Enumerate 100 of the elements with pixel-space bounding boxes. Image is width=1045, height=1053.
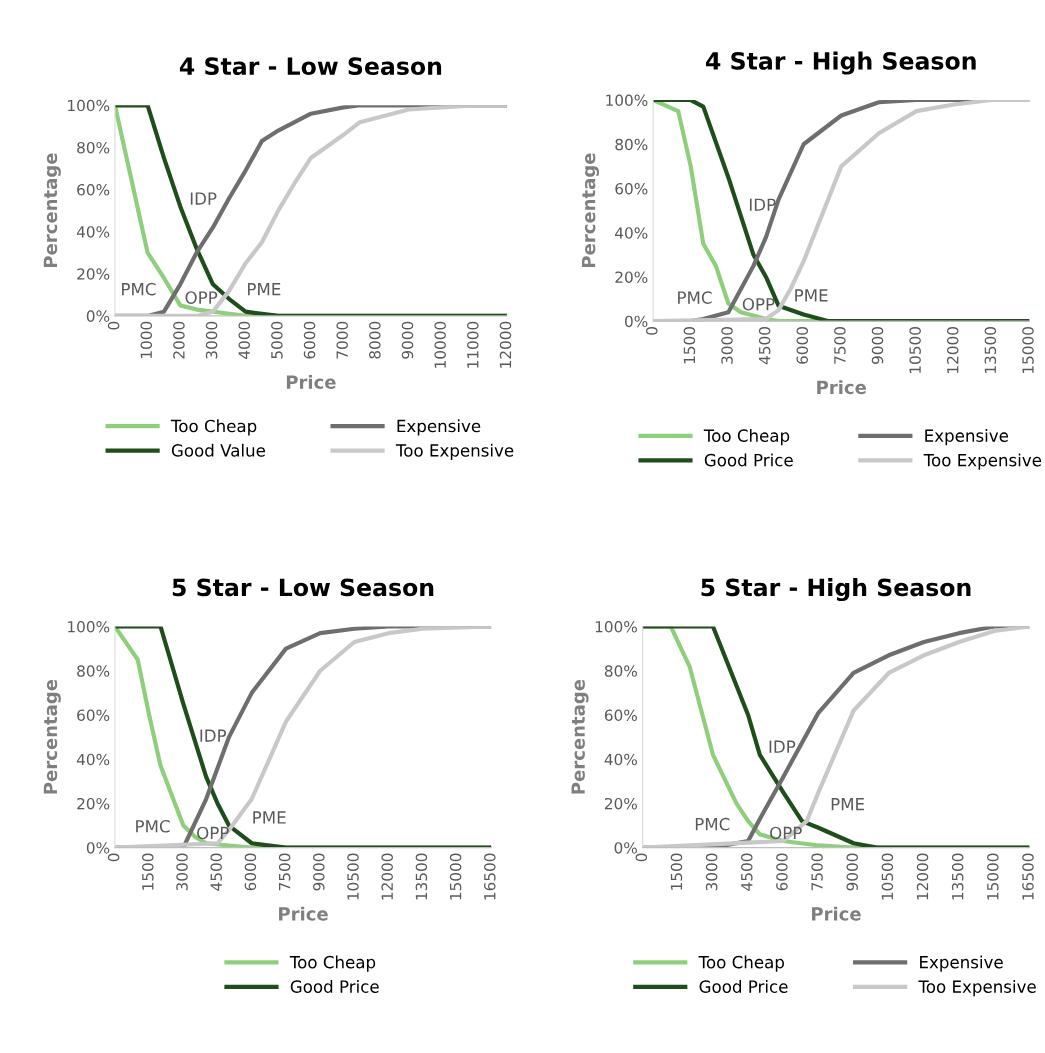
x-tick-label: 16500 xyxy=(484,853,496,900)
y-tick-label: 20% xyxy=(77,797,110,810)
x-tick-label: 6000 xyxy=(776,853,788,891)
x-tick-label: 7500 xyxy=(811,853,823,891)
x-tick-label: 16500 xyxy=(1022,853,1034,900)
y-tick-label: 60% xyxy=(615,182,648,195)
annotation: OPP xyxy=(742,297,775,311)
annotation: PMC xyxy=(678,291,712,304)
y-tick-label: 20% xyxy=(604,797,637,810)
y-axis-title: Percentage xyxy=(581,153,600,268)
annotation: OPP xyxy=(770,826,802,840)
y-axis-title: Percentage xyxy=(43,679,61,794)
x-tick-label: 13500 xyxy=(984,327,997,373)
y-tick-label: 100% xyxy=(68,621,110,633)
x-tick-label: 7500 xyxy=(834,327,846,364)
legend-label: Too Expensive xyxy=(923,453,1042,470)
x-tick-label: 6000 xyxy=(244,853,257,891)
annotation: PMC xyxy=(136,819,170,833)
chart-title: 4 Star - High Season xyxy=(706,51,976,75)
legend-label: Expensive xyxy=(920,955,1003,972)
y-axis-title: Percentage xyxy=(571,679,589,794)
x-tick-label: 9000 xyxy=(313,853,325,891)
y-tick-label: 40% xyxy=(76,753,110,766)
y-tick-label: 0% xyxy=(86,842,110,854)
legend-label: Too Cheap xyxy=(703,429,790,446)
x-tick-label: 13500 xyxy=(951,853,964,900)
x-axis-title: Price xyxy=(817,380,866,395)
annotation: PME xyxy=(253,811,286,824)
x-tick-label: 12000 xyxy=(381,853,393,900)
y-tick-label: 100% xyxy=(606,94,648,107)
annotation: PME xyxy=(831,798,865,811)
annotation: IDP xyxy=(190,192,217,205)
y-tick-label: 0% xyxy=(625,315,648,328)
y-tick-label: 40% xyxy=(76,226,110,238)
x-tick-label: 4500 xyxy=(210,853,222,891)
x-tick-label: 12000 xyxy=(499,321,512,368)
legend-label: Expensive xyxy=(925,429,1009,446)
y-axis-title: Percentage xyxy=(43,153,61,268)
x-tick-label: 7000 xyxy=(336,321,348,359)
x-tick-label: 6000 xyxy=(303,321,316,359)
annotation: PME xyxy=(248,283,281,296)
x-tick-label: 8000 xyxy=(369,321,381,359)
y-tick-label: 60% xyxy=(77,709,110,722)
legend-label: Too Cheap xyxy=(289,955,376,972)
legend-label: Good Value xyxy=(171,443,266,457)
legend-label: Expensive xyxy=(397,419,481,436)
chart-title: 5 Star - High Season xyxy=(701,578,971,602)
y-tick-label: 60% xyxy=(77,184,110,196)
x-axis-title: Price xyxy=(286,374,336,389)
y-tick-label: 80% xyxy=(615,138,648,151)
x-tick-label: 9000 xyxy=(871,327,884,364)
x-tick-label: 0 xyxy=(107,321,120,330)
x-tick-label: 10500 xyxy=(909,327,921,373)
x-tick-label: 2000 xyxy=(173,321,185,359)
annotation: IDP xyxy=(200,729,227,742)
y-tick-label: 40% xyxy=(604,753,637,766)
y-tick-label: 0% xyxy=(86,310,110,322)
y-tick-label: 100% xyxy=(68,99,110,112)
x-tick-label: 10500 xyxy=(347,853,359,900)
x-tick-label: 10500 xyxy=(881,853,894,900)
x-tick-label: 12000 xyxy=(946,327,959,373)
legend-label: Good Price xyxy=(704,453,793,467)
legend-label: Too Expensive xyxy=(395,443,514,460)
x-tick-label: 1000 xyxy=(140,321,153,358)
x-tick-label: 0 xyxy=(635,853,648,862)
annotation: PMC xyxy=(122,282,156,296)
x-tick-label: 6000 xyxy=(796,327,809,364)
y-tick-label: 80% xyxy=(77,665,110,677)
legend-label: Too Cheap xyxy=(698,955,784,972)
y-tick-label: 100% xyxy=(595,621,637,633)
legend-label: Too Cheap xyxy=(170,419,257,436)
y-tick-label: 80% xyxy=(77,141,110,154)
x-tick-label: 1500 xyxy=(670,853,683,890)
x-tick-label: 11000 xyxy=(467,321,479,368)
annotation: PMC xyxy=(695,817,730,831)
x-tick-label: 9000 xyxy=(401,321,414,359)
y-tick-label: 20% xyxy=(615,271,648,283)
y-tick-label: 80% xyxy=(604,665,637,677)
legend-label: Good Price xyxy=(699,980,788,993)
x-tick-label: 4500 xyxy=(758,327,771,365)
x-tick-label: 7500 xyxy=(278,853,291,891)
y-tick-label: 40% xyxy=(615,227,648,239)
x-tick-label: 3000 xyxy=(721,327,733,364)
x-tick-label: 15000 xyxy=(987,853,999,900)
legend-label: Good Price xyxy=(290,980,379,993)
chart-title: 5 Star - Low Season xyxy=(172,578,434,597)
x-tick-label: 9000 xyxy=(846,853,859,891)
annotation: IDP xyxy=(769,740,796,753)
x-tick-label: 15000 xyxy=(1022,327,1034,373)
x-tick-label: 1500 xyxy=(142,853,154,890)
x-tick-label: 0 xyxy=(646,327,658,335)
x-tick-label: 13500 xyxy=(415,853,428,900)
annotation: IDP xyxy=(749,198,776,211)
x-tick-label: 12000 xyxy=(916,853,929,900)
annotation: OPP xyxy=(185,291,218,304)
x-axis-title: Price xyxy=(279,906,328,921)
x-tick-label: 3000 xyxy=(205,321,218,359)
x-tick-label: 4000 xyxy=(238,321,251,359)
x-tick-label: 10000 xyxy=(434,321,446,368)
x-tick-label: 3000 xyxy=(176,853,188,891)
